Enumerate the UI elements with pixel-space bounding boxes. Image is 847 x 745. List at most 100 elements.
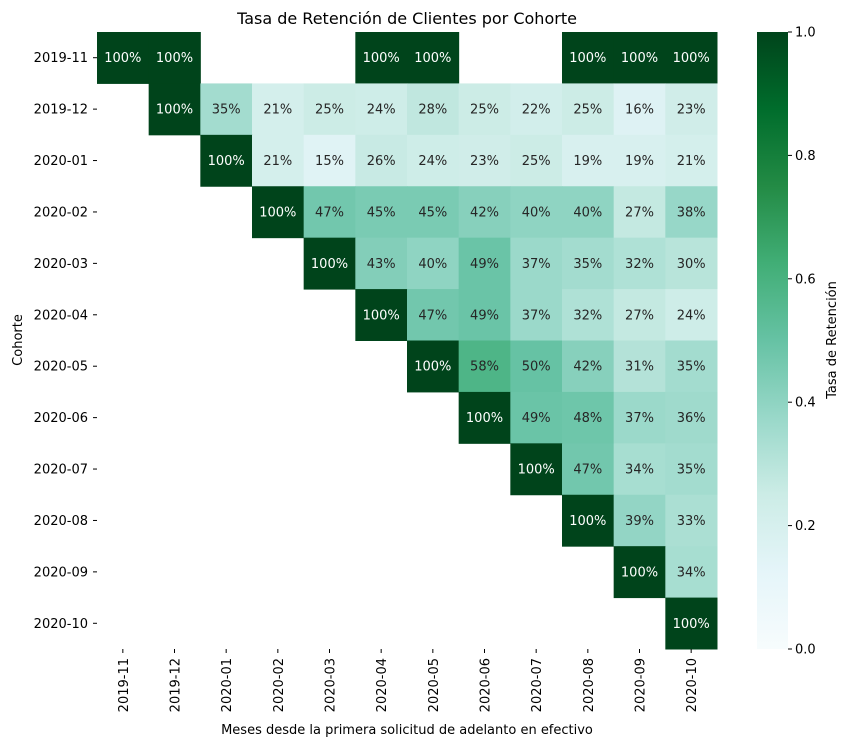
colorbar-tick-label: 0.8 xyxy=(795,149,816,164)
heatmap-cell xyxy=(510,83,563,136)
cell-value-label: 100% xyxy=(414,360,451,375)
cell-value-label: 16% xyxy=(625,103,654,118)
cell-value-label: 21% xyxy=(263,103,292,118)
heatmap-cell xyxy=(148,32,201,84)
cell-value-label: 23% xyxy=(470,154,499,169)
heatmap-cell xyxy=(407,83,460,136)
x-tick-label: 2020-06 xyxy=(479,658,494,712)
heatmap-cell xyxy=(613,443,666,496)
heatmap-cell xyxy=(355,186,408,239)
heatmap-cell xyxy=(303,237,356,290)
cell-value-label: 19% xyxy=(573,154,602,169)
heatmap-cell xyxy=(303,83,356,136)
y-tick-label: 2020-06 xyxy=(34,411,88,426)
cell-value-label: 32% xyxy=(573,308,602,323)
cell-value-label: 34% xyxy=(625,463,654,478)
cell-value-label: 100% xyxy=(673,617,710,632)
cell-value-label: 49% xyxy=(470,308,499,323)
heatmap-cell xyxy=(303,134,356,187)
heatmap-cell xyxy=(665,186,718,239)
cell-value-label: 100% xyxy=(569,51,606,66)
heatmap-cell xyxy=(562,32,615,84)
cell-value-label: 47% xyxy=(315,205,344,220)
heatmap-cell xyxy=(355,289,408,341)
cell-value-label: 100% xyxy=(259,205,296,220)
heatmap-cell xyxy=(613,237,666,290)
colorbar-ticks: 0.0 0.2 0.4 0.6 0.8 1.0 xyxy=(788,26,816,658)
cell-value-label: 23% xyxy=(677,103,706,118)
x-tick-label: 2020-07 xyxy=(530,658,545,712)
chart-title: Tasa de Retención de Clientes por Cohort… xyxy=(236,9,577,28)
cell-value-label: 35% xyxy=(677,360,706,375)
heatmap-cell xyxy=(562,186,615,239)
heatmap-cell xyxy=(613,546,666,599)
cell-value-label: 39% xyxy=(625,514,654,529)
x-tick-label: 2020-09 xyxy=(634,658,649,712)
heatmap-cell xyxy=(407,237,460,290)
y-tick-label: 2020-04 xyxy=(34,308,88,323)
heatmap-cell xyxy=(562,391,615,444)
cell-value-label: 32% xyxy=(625,257,654,272)
heatmap-cell xyxy=(97,32,150,84)
cell-value-label: 48% xyxy=(573,411,602,426)
cell-value-label: 27% xyxy=(625,205,654,220)
cell-value-label: 43% xyxy=(367,257,396,272)
heatmap-cell xyxy=(665,494,718,547)
heatmap-cell xyxy=(665,32,718,84)
colorbar-tick-label: 0.0 xyxy=(795,643,816,658)
cell-value-label: 25% xyxy=(522,154,551,169)
heatmap-cell xyxy=(562,494,615,547)
heatmap-cell xyxy=(613,32,666,84)
colorbar-tick-label: 0.6 xyxy=(795,272,816,287)
cell-value-label: 25% xyxy=(573,103,602,118)
cell-value-label: 58% xyxy=(470,360,499,375)
heatmap-cell xyxy=(613,186,666,239)
colorbar-tick-label: 0.4 xyxy=(795,396,816,411)
heatmap-cell-labels: 100% 100% 100% 100% 100% 100% 100% 100% 35% 21% 25… xyxy=(104,51,710,632)
heatmap-cell xyxy=(665,83,718,136)
x-tick-label: 2020-08 xyxy=(582,658,597,712)
cell-value-label: 40% xyxy=(418,257,447,272)
colorbar-gradient xyxy=(757,32,788,649)
cell-value-label: 22% xyxy=(522,103,551,118)
cell-value-label: 42% xyxy=(470,205,499,220)
cell-value-label: 100% xyxy=(104,51,141,66)
heatmap-cell xyxy=(458,289,511,341)
cell-value-label: 100% xyxy=(569,514,606,529)
y-tick-label: 2020-08 xyxy=(34,514,88,529)
x-tick-label: 2020-04 xyxy=(375,658,390,712)
y-tick-label: 2020-09 xyxy=(34,565,88,580)
heatmap-cell xyxy=(613,134,666,187)
cell-value-label: 21% xyxy=(263,154,292,169)
cell-value-label: 28% xyxy=(418,103,447,118)
cell-value-label: 19% xyxy=(625,154,654,169)
cell-value-label: 100% xyxy=(156,103,193,118)
cell-value-label: 36% xyxy=(677,411,706,426)
cell-value-label: 31% xyxy=(625,360,654,375)
cell-value-label: 100% xyxy=(311,257,348,272)
cell-value-label: 100% xyxy=(673,51,710,66)
y-tick-label: 2020-10 xyxy=(34,617,88,632)
y-tick-label: 2020-07 xyxy=(34,463,88,478)
cell-value-label: 37% xyxy=(522,308,551,323)
heatmap-cell xyxy=(665,134,718,187)
cell-value-label: 37% xyxy=(522,257,551,272)
x-tick-label: 2020-05 xyxy=(427,658,442,712)
heatmap-cell xyxy=(200,83,253,136)
x-tick-label: 2020-01 xyxy=(220,658,235,712)
heatmap-cell xyxy=(613,340,666,393)
cell-value-label: 100% xyxy=(208,154,245,169)
heatmap-cell xyxy=(665,289,718,341)
heatmap-cell xyxy=(355,83,408,136)
heatmap-cell xyxy=(562,83,615,136)
heatmap-cell xyxy=(510,186,563,239)
heatmap-cell xyxy=(458,391,511,444)
y-tick-label: 2019-11 xyxy=(34,51,88,66)
heatmap-cell xyxy=(407,340,460,393)
heatmap-cell xyxy=(148,83,201,136)
heatmap-cell xyxy=(562,134,615,187)
heatmap-cell xyxy=(562,340,615,393)
heatmap-cell xyxy=(510,289,563,341)
heatmap-cell xyxy=(458,186,511,239)
